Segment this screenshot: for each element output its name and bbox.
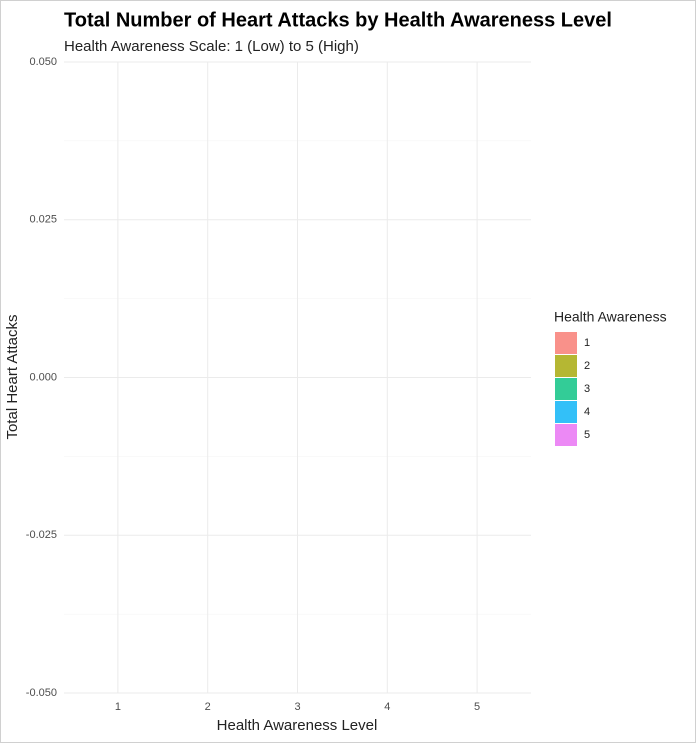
x-tick-label: 2: [205, 701, 211, 713]
x-tick-label: 3: [294, 701, 300, 713]
chart-title: Total Number of Heart Attacks by Health …: [64, 9, 612, 31]
y-tick-label: 0.000: [29, 371, 57, 383]
chart-subtitle: Health Awareness Scale: 1 (Low) to 5 (Hi…: [64, 38, 359, 55]
x-tick-label: 5: [474, 701, 480, 713]
legend-label: 2: [584, 360, 590, 372]
legend-key: [555, 355, 577, 377]
legend-label: 4: [584, 406, 590, 418]
x-tick-label: 4: [384, 701, 390, 713]
legend-key: [555, 401, 577, 423]
legend-title: Health Awareness: [554, 309, 667, 325]
y-tick-label: 0.025: [29, 214, 57, 226]
x-tick-label: 1: [115, 701, 121, 713]
y-tick-label: -0.025: [26, 529, 57, 541]
legend-label: 5: [584, 429, 590, 441]
y-tick-label: 0.050: [29, 56, 57, 68]
legend-key: [555, 424, 577, 446]
y-axis-label: Total Heart Attacks: [4, 314, 21, 439]
x-axis-label: Health Awareness Level: [217, 717, 378, 734]
legend-label: 3: [584, 383, 590, 395]
legend-key: [555, 378, 577, 400]
legend-label: 1: [584, 337, 590, 349]
legend-key: [555, 332, 577, 354]
y-tick-label: -0.050: [26, 687, 57, 699]
